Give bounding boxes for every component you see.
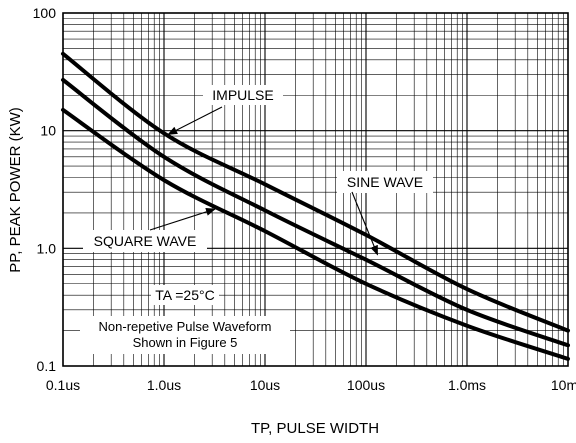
- series-curve-sine-wave: [61, 77, 570, 348]
- x-tick-label: 1.0ms: [448, 377, 486, 393]
- label-impulse: IMPULSE: [212, 87, 273, 103]
- x-axis-title: TP, PULSE WIDTH: [251, 420, 379, 437]
- label-square-wave: SQUARE WAVE: [94, 233, 197, 249]
- plot-frame: [62, 12, 569, 367]
- annotation-temperature: TA =25°C: [155, 287, 214, 303]
- series-curve-square-wave: [61, 107, 570, 361]
- minor-grid: [63, 13, 568, 366]
- leader-arrow: [167, 106, 223, 135]
- leader-arrow: [351, 191, 379, 256]
- leader-arrow: [149, 207, 216, 231]
- y-tick-label: 1.0: [37, 240, 57, 256]
- y-axis-title: PP, PEAK POWER (KW): [7, 107, 24, 273]
- major-grid: [62, 13, 568, 367]
- series-curve-impulse: [61, 51, 570, 333]
- x-tick-label: 0.1us: [46, 377, 80, 393]
- label-square-wave-box: [83, 230, 207, 252]
- annotation-temperature-box: [151, 285, 219, 305]
- x-tick-label: 10ms: [551, 377, 576, 393]
- annotation-note-line1: Non-repetive Pulse Waveform: [99, 319, 272, 334]
- label-impulse-box: [203, 85, 283, 105]
- series-labels: IMPULSE SINE WAVE SQUARE WAVE TA =25°C Non-r…: [80, 85, 433, 354]
- tick-labels: 0.1us 1.0us 10us 100us 1.0ms 10ms 100 10 1.0 0.1: [33, 5, 576, 393]
- annotation-note-box: [80, 316, 290, 354]
- y-tick-label: 0.1: [37, 358, 57, 374]
- x-tick-label: 100us: [347, 377, 385, 393]
- label-sine-wave: SINE WAVE: [347, 174, 423, 190]
- annotation-note-line2: Shown in Figure 5: [133, 335, 238, 350]
- y-tick-label: 100: [33, 5, 57, 21]
- series-curves: [61, 51, 570, 361]
- label-sine-wave-box: [337, 171, 433, 193]
- x-tick-label: 10us: [250, 377, 280, 393]
- y-tick-label: 10: [40, 123, 56, 139]
- x-tick-label: 1.0us: [147, 377, 181, 393]
